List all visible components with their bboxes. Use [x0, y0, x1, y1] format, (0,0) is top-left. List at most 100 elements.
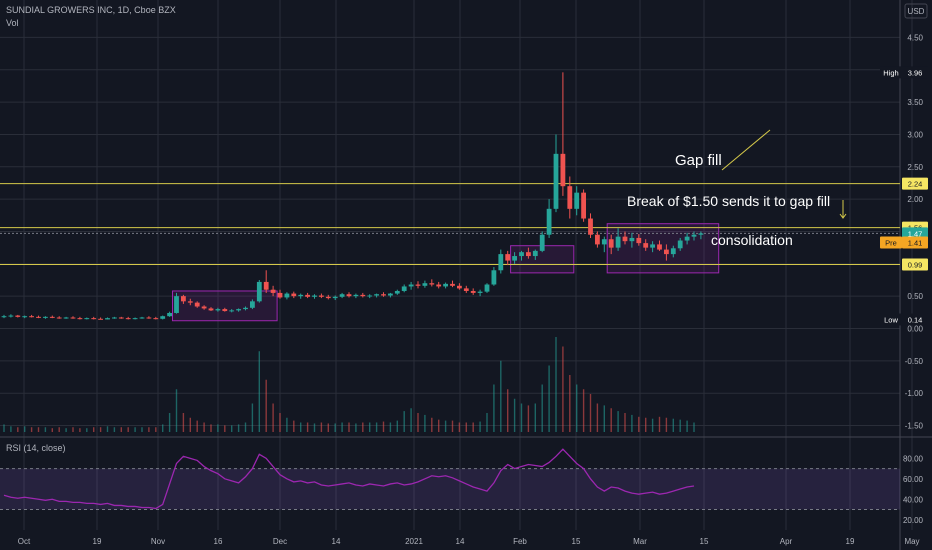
- candle-body: [643, 243, 649, 248]
- time-tick-label: May: [904, 537, 919, 546]
- candle-body: [49, 316, 55, 318]
- rsi-line: [3, 448, 695, 510]
- volume-bar: [541, 384, 543, 432]
- volume-bar: [51, 428, 53, 432]
- volume-bar: [17, 427, 19, 432]
- price-tick-label: -0.50: [905, 357, 924, 366]
- axes: 4.504.003.503.002.502.001.501.000.500.00…: [18, 33, 928, 546]
- price-tag-bg: [902, 227, 928, 240]
- volume-bar: [79, 428, 81, 432]
- volume-bars: [3, 337, 695, 432]
- volume-bar: [231, 425, 233, 432]
- volume-bar: [569, 375, 571, 432]
- candle-body: [636, 237, 642, 244]
- rsi-pane: [0, 448, 900, 511]
- price-tick-label: 0.50: [907, 292, 923, 301]
- price-tick-label: 4.50: [907, 33, 923, 42]
- candle-body: [698, 233, 704, 235]
- price-tag-bg: [902, 258, 928, 271]
- candle-body: [381, 294, 386, 296]
- candle-body: [608, 239, 614, 248]
- candle-body: [194, 302, 200, 307]
- volume-bar: [58, 427, 60, 432]
- volume-bar: [113, 427, 116, 432]
- volume-bar: [148, 427, 150, 432]
- candle-body: [187, 301, 193, 303]
- candle-body: [677, 240, 683, 249]
- candle-body: [15, 315, 21, 317]
- candle-body: [118, 317, 124, 319]
- time-tick-label: 16: [214, 537, 223, 546]
- candle-body: [512, 256, 517, 261]
- pattern-box: [606, 223, 720, 274]
- volume-bar: [210, 424, 212, 432]
- time-tick-label: 14: [456, 537, 465, 546]
- candle-body: [22, 316, 28, 318]
- rsi-title: RSI (14, close): [6, 443, 66, 453]
- candle-body: [319, 295, 324, 297]
- candle-body: [388, 293, 393, 296]
- price-tag-bg: [902, 236, 928, 249]
- volume-bar: [444, 420, 447, 432]
- volume-bar: [86, 428, 88, 432]
- volume-bar: [168, 413, 171, 432]
- time-tick-label: Dec: [273, 537, 287, 546]
- vol-label: Vol: [6, 18, 19, 28]
- volume-bar: [369, 422, 371, 432]
- break-arrowhead: [839, 213, 847, 219]
- volume-bar: [603, 405, 605, 432]
- rsi-tick-label: 60.00: [903, 475, 924, 484]
- candle-body: [8, 315, 14, 317]
- candle-body: [670, 248, 676, 255]
- candle-body: [167, 312, 172, 317]
- volume-bar: [65, 428, 67, 432]
- time-tick-label: 2021: [405, 537, 423, 546]
- volume-bar: [120, 427, 122, 432]
- candle-body: [339, 294, 345, 297]
- volume-bar: [182, 413, 185, 432]
- volume-bar: [534, 403, 536, 432]
- volume-bar: [293, 420, 295, 432]
- volume-bar: [10, 426, 12, 432]
- volume-bar: [217, 424, 219, 432]
- volume-bar: [106, 426, 109, 432]
- volume-bar: [272, 403, 274, 432]
- candle-body: [146, 317, 152, 319]
- candle-body: [650, 244, 655, 248]
- candle-body: [208, 308, 214, 311]
- volume-bar: [355, 423, 357, 432]
- price-tag-prefix-bg: [880, 313, 902, 326]
- volume-bar: [513, 398, 516, 432]
- candle-body: [222, 309, 228, 312]
- volume-bar: [396, 420, 398, 432]
- price-tick-label: 3.50: [907, 98, 923, 107]
- volume-bar: [458, 422, 461, 432]
- volume-bar: [382, 421, 385, 432]
- candle-body: [408, 284, 414, 287]
- candle-body: [539, 234, 545, 251]
- volume-bar: [389, 422, 392, 432]
- candle-body: [415, 284, 421, 286]
- volume-bar: [279, 413, 281, 432]
- candle-body: [553, 153, 559, 209]
- volume-bar: [686, 420, 688, 432]
- candle-body: [125, 318, 131, 320]
- candle-body: [250, 301, 255, 308]
- volume-bar: [127, 427, 129, 432]
- volume-bar: [3, 424, 5, 432]
- price-tag-value: 1.47: [908, 229, 923, 238]
- price-tick-label: 3.00: [907, 130, 923, 139]
- candle-body: [43, 316, 48, 318]
- candle-body: [77, 318, 83, 320]
- volume-bar: [237, 424, 240, 432]
- candle-body: [546, 208, 552, 235]
- currency-box[interactable]: [904, 3, 928, 19]
- volume-bar: [693, 422, 695, 432]
- time-tick-label: 19: [93, 537, 102, 546]
- rsi-band: [0, 468, 900, 510]
- candle-body: [84, 318, 90, 320]
- price-tick-label: 2.50: [907, 163, 923, 172]
- volume-bar: [651, 418, 654, 432]
